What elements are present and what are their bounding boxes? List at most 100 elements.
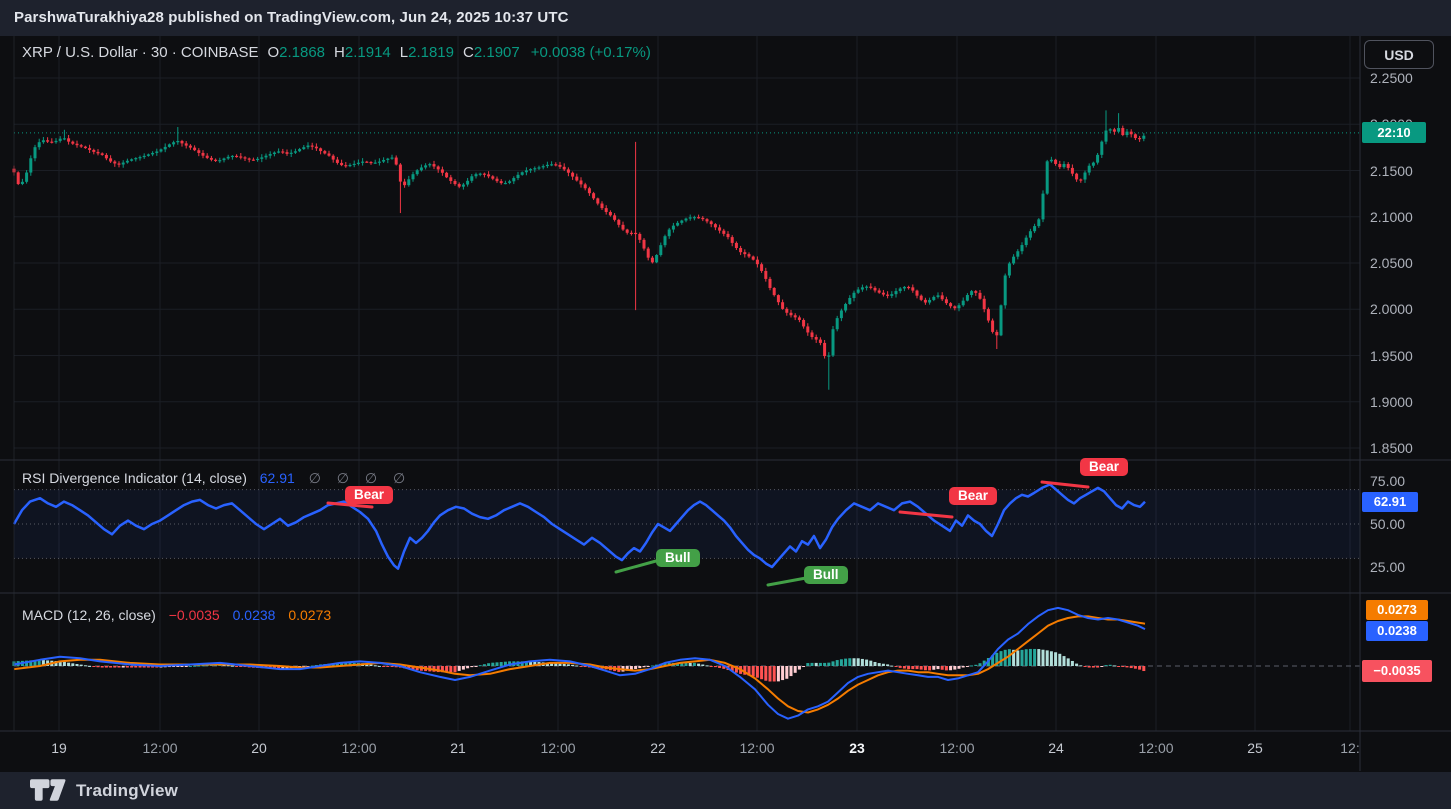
price-axis-label[interactable]: 1.9500	[1370, 347, 1413, 364]
candle-body	[226, 156, 230, 159]
candle-body	[638, 233, 642, 240]
time-axis-label[interactable]: 23	[849, 740, 865, 756]
macd-histogram-bar	[911, 666, 915, 670]
candle-body	[1096, 154, 1100, 163]
rsi-title[interactable]: RSI Divergence Indicator (14, close)	[22, 470, 247, 486]
candle-body	[928, 299, 932, 303]
macd-histogram-bar	[827, 662, 831, 666]
rsi-null-icons: ∅ ∅ ∅ ∅	[308, 470, 412, 486]
time-axis-label[interactable]: 19	[51, 740, 67, 756]
macd-histogram-bar	[1020, 649, 1024, 666]
macd-histogram-bar	[718, 666, 722, 668]
price-axis-label[interactable]: 2.0500	[1370, 255, 1413, 271]
candle-body	[965, 295, 969, 301]
rsi-axis-label[interactable]: 50.00	[1370, 516, 1406, 532]
time-axis-label[interactable]: 12:	[1340, 740, 1360, 756]
time-axis-label[interactable]: 25	[1247, 740, 1263, 756]
macd-histogram-bar	[1117, 666, 1121, 667]
candle-body	[92, 149, 96, 152]
macd-histogram-bar	[1125, 666, 1129, 668]
tradingview-logo[interactable]: TradingView	[30, 779, 178, 802]
price-axis-label[interactable]: 2.2500	[1370, 70, 1413, 86]
candle-body	[20, 181, 24, 185]
macd-histogram-bar	[243, 666, 247, 668]
macd-histogram-bar	[1079, 665, 1083, 667]
candle-body	[344, 165, 348, 167]
bull-divergence-label: Bull	[804, 566, 848, 584]
candle-body	[96, 151, 100, 154]
candle-body	[667, 229, 671, 237]
candle-body	[592, 193, 596, 199]
time-axis-label[interactable]: 24	[1048, 740, 1064, 756]
chart-canvas[interactable]	[0, 36, 1451, 772]
time-axis-label[interactable]: 12:00	[739, 740, 775, 756]
candle-body	[991, 320, 995, 332]
price-axis-label[interactable]: 2.1500	[1370, 162, 1413, 179]
price-axis-label[interactable]: 2.1000	[1370, 208, 1413, 225]
candle-body	[243, 157, 247, 159]
candle-body	[520, 172, 524, 175]
macd-histogram-bar	[1058, 653, 1062, 666]
macd-histogram-bar	[394, 666, 398, 668]
macd-histogram-bar	[701, 664, 705, 666]
time-axis-label[interactable]: 12:00	[1138, 740, 1174, 756]
candle-body	[251, 159, 255, 161]
macd-histogram-bar	[239, 666, 243, 667]
macd-histogram-bar	[743, 666, 747, 675]
rsi-axis-label[interactable]: 75.00	[1370, 473, 1406, 489]
macd-histogram-bar	[113, 666, 117, 668]
candle-body	[419, 167, 423, 171]
macd-histogram-bar	[764, 666, 768, 681]
rsi-value-badge: 62.91	[1362, 492, 1418, 512]
macd-histogram-bar	[365, 663, 369, 666]
candle-body	[365, 161, 369, 163]
macd-histogram-bar	[923, 666, 927, 671]
candle-body	[768, 278, 772, 288]
candle-body	[403, 181, 407, 186]
macd-histogram-bar	[1112, 665, 1116, 667]
time-axis-label[interactable]: 21	[450, 740, 466, 756]
candle-body	[919, 295, 923, 300]
macd-histogram-bar	[566, 664, 570, 666]
price-axis-label[interactable]: 2.0000	[1370, 301, 1413, 318]
time-axis-label[interactable]: 12:00	[939, 740, 975, 756]
candle-body	[167, 144, 171, 147]
macd-histogram-bar	[25, 660, 29, 666]
macd-histogram-bar	[340, 662, 344, 666]
chart-root[interactable]: XRP / U.S. Dollar · 30 · COINBASE O2.186…	[0, 36, 1451, 772]
candle-body	[1121, 128, 1125, 136]
macd-title[interactable]: MACD (12, 26, close)	[22, 607, 156, 623]
macd-histogram-bar	[230, 665, 234, 667]
candle-body	[915, 290, 919, 296]
candle-body	[739, 248, 743, 253]
macd-histogram-bar	[1104, 665, 1108, 667]
candle-body	[890, 294, 894, 296]
macd-histogram-bar	[550, 663, 554, 666]
time-axis-label[interactable]: 22	[650, 740, 666, 756]
candle-body	[785, 308, 789, 313]
time-axis-label[interactable]: 12:00	[142, 740, 178, 756]
currency-toggle-button[interactable]: USD	[1364, 40, 1434, 69]
macd-histogram-bar	[810, 662, 814, 666]
macd-histogram-bar	[457, 666, 461, 671]
time-axis-label[interactable]: 12:00	[341, 740, 377, 756]
price-axis-label[interactable]: 1.8500	[1370, 440, 1413, 456]
macd-histogram-bar	[751, 666, 755, 677]
macd-histogram-bar	[760, 666, 764, 680]
macd-histogram-bar	[520, 661, 524, 666]
macd-histogram-bar	[1024, 649, 1028, 666]
candle-body	[932, 296, 936, 300]
candle-body	[625, 229, 629, 233]
time-axis-label[interactable]: 20	[251, 740, 267, 756]
symbol-title[interactable]: XRP / U.S. Dollar · 30 · COINBASE	[22, 44, 259, 61]
candle-body	[113, 161, 117, 164]
macd-histogram-bar	[890, 665, 894, 667]
candle-body	[781, 302, 785, 309]
macd-histogram-bar	[965, 666, 969, 667]
candle-body	[760, 264, 764, 271]
macd-histogram-bar	[487, 663, 491, 666]
price-axis-label[interactable]: 1.9000	[1370, 393, 1413, 410]
time-axis-label[interactable]: 12:00	[540, 740, 576, 756]
rsi-axis-label[interactable]: 25.00	[1370, 559, 1406, 575]
macd-histogram-bar	[848, 658, 852, 666]
